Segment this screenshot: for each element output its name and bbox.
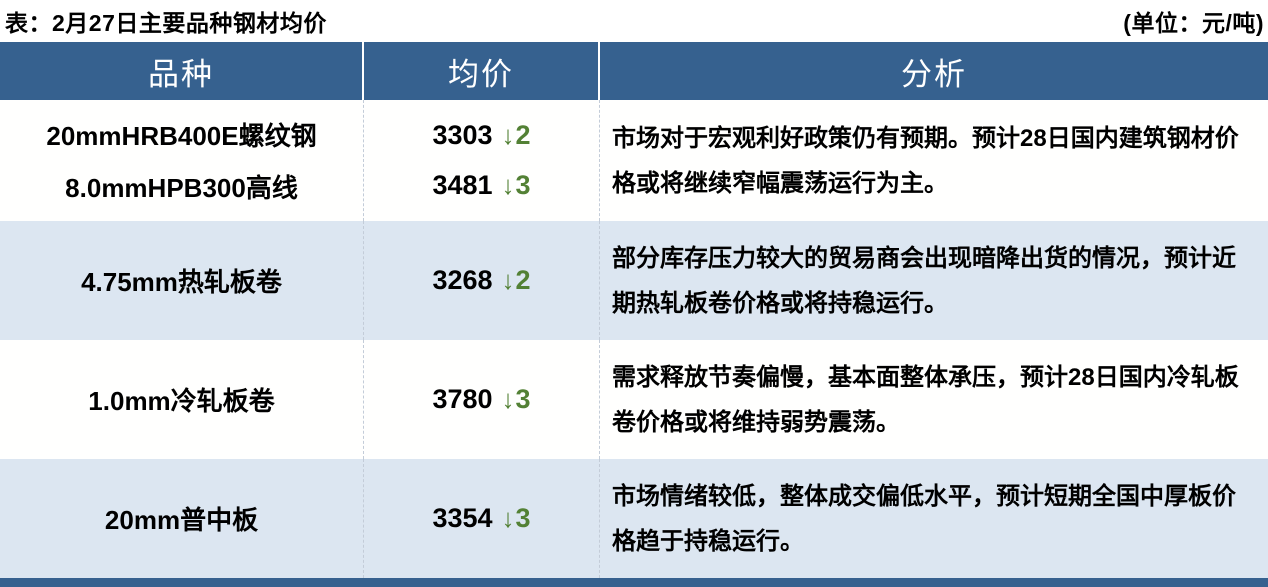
- down-arrow-icon: ↓: [501, 265, 515, 295]
- table-row-group: 1.0mm冷轧板卷 3780 ↓ 3 需求释放节奏偏慢，基本面整体承压，预计28日…: [0, 340, 1268, 459]
- down-arrow-icon: ↓: [501, 170, 515, 201]
- variety-name: 4.75mm热轧板卷: [81, 267, 282, 297]
- variety-cell: 20mm普中板: [0, 459, 364, 578]
- variety-cell: 4.75mm热轧板卷: [0, 221, 364, 340]
- price-value: 3780 ↓ 3: [432, 384, 530, 415]
- analysis-text: 市场对于宏观利好政策仍有预期。预计28日国内建筑钢材价格或将继续窄幅震荡运行为主…: [612, 124, 1239, 197]
- variety-name: 20mm普中板: [104, 505, 259, 535]
- price-value: 3481 ↓ 3: [432, 170, 530, 201]
- variety-name: 1.0mm冷轧板卷: [88, 386, 275, 416]
- avg-price: 3268: [432, 265, 493, 295]
- down-arrow-icon: ↓: [501, 119, 515, 150]
- table-row-group: 20mm普中板 3354 ↓ 3 市场情绪较低，整体成交偏低水平，预计短期全国中厚…: [0, 459, 1268, 578]
- price-change-down: ↓ 2: [493, 265, 531, 296]
- table-row-group: 4.75mm热轧板卷 3268 ↓ 2 部分库存压力较大的贸易商会出现暗降出货的情…: [0, 221, 1268, 340]
- avg-price: 3354: [432, 503, 493, 533]
- header-avg-price: 均价: [364, 42, 600, 100]
- analysis-text: 需求释放节奏偏慢，基本面整体承压，预计28日国内冷轧板卷价格或将维持弱势震荡。: [612, 363, 1239, 436]
- change-amount: 2: [515, 119, 531, 150]
- change-amount: 2: [515, 265, 531, 295]
- avg-price: 3780: [432, 384, 493, 414]
- analysis-cell: 市场情绪较低，整体成交偏低水平，预计短期全国中厚板价格趋于持稳运行。: [600, 459, 1268, 578]
- down-arrow-icon: ↓: [501, 503, 515, 533]
- analysis-text: 部分库存压力较大的贸易商会出现暗降出货的情况，预计近期热轧板卷价格或将持稳运行。: [612, 244, 1236, 317]
- change-amount: 3: [515, 170, 531, 201]
- variety-cell: 1.0mm冷轧板卷: [0, 340, 364, 459]
- title-bar: 表：2月27日主要品种钢材均价 (单位：元/吨): [0, 0, 1268, 42]
- price-change-down: ↓ 3: [493, 503, 531, 534]
- price-cell: 3354 ↓ 3: [364, 459, 600, 578]
- variety-name: 20mmHRB400E螺纹钢: [46, 120, 317, 151]
- price-value: 3268 ↓ 2: [432, 265, 530, 296]
- price-change-down: ↓ 2: [493, 120, 531, 151]
- variety-cell: 20mmHRB400E螺纹钢 8.0mmHPB300高线: [0, 100, 364, 221]
- table-header-row: 品种 均价 分析: [0, 42, 1268, 100]
- change-amount: 3: [515, 503, 531, 533]
- price-value: 3303 ↓ 2: [432, 120, 530, 151]
- price-cell: 3268 ↓ 2: [364, 221, 600, 340]
- header-analysis: 分析: [901, 56, 967, 93]
- table-row-group: 20mmHRB400E螺纹钢 8.0mmHPB300高线 3303 ↓ 2 348…: [0, 100, 1268, 221]
- price-cell: 3780 ↓ 3: [364, 340, 600, 459]
- avg-price: 3481: [432, 170, 493, 201]
- down-arrow-icon: ↓: [501, 384, 515, 414]
- analysis-cell: 需求释放节奏偏慢，基本面整体承压，预计28日国内冷轧板卷价格或将维持弱势震荡。: [600, 340, 1268, 459]
- analysis-cell: 部分库存压力较大的贸易商会出现暗降出货的情况，预计近期热轧板卷价格或将持稳运行。: [600, 221, 1268, 340]
- price-cell: 3303 ↓ 2 3481 ↓ 3: [364, 100, 600, 221]
- steel-price-table: 品种 均价 分析 20mmHRB400E螺纹钢 8.0mmHPB300高线 33…: [0, 42, 1268, 587]
- header-variety: 品种: [0, 42, 364, 100]
- page-title: 表：2月27日主要品种钢材均价: [5, 10, 327, 36]
- analysis-text: 市场情绪较低，整体成交偏低水平，预计短期全国中厚板价格趋于持稳运行。: [612, 482, 1236, 555]
- analysis-cell: 市场对于宏观利好政策仍有预期。预计28日国内建筑钢材价格或将继续窄幅震荡运行为主…: [600, 100, 1268, 221]
- variety-name: 8.0mmHPB300高线: [65, 173, 298, 204]
- price-change-down: ↓ 3: [493, 384, 531, 415]
- price-value: 3354 ↓ 3: [432, 503, 530, 534]
- table-bottom-border: [0, 578, 1268, 587]
- avg-price: 3303: [432, 119, 493, 150]
- price-change-down: ↓ 3: [493, 170, 531, 201]
- change-amount: 3: [515, 384, 531, 414]
- unit-label: (单位：元/吨): [1123, 10, 1264, 36]
